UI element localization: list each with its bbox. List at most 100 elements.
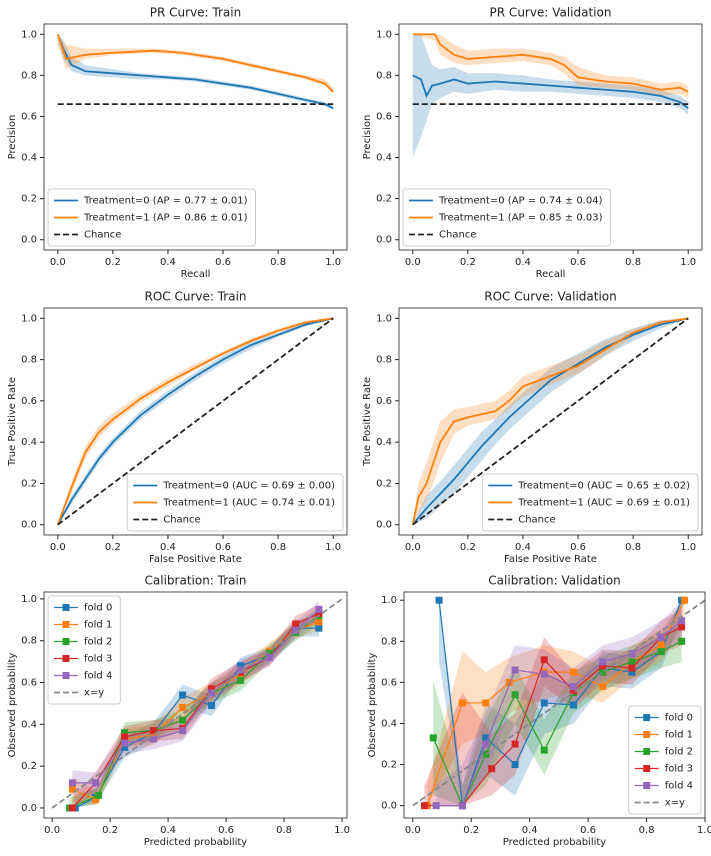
legend-label: Treatment=0 (AP = 0.74 ± 0.04) [438,196,603,207]
confidence-band [412,318,689,525]
series-line [56,317,334,525]
legend-label: Chance [84,230,121,241]
subplot-title: Calibration: Validation [488,574,620,588]
y-tick-label: 0.6 [376,111,392,122]
marker [179,727,187,735]
subplot-title: PR Curve: Train [150,6,241,20]
legend-box [126,473,344,532]
legend-box [481,473,699,532]
y-axis-label: Observed probability [7,653,18,758]
legend-label: Treatment=1 (AP = 0.86 ± 0.01) [83,213,248,224]
x-tick-label: 0.6 [218,825,234,836]
y-tick-label: 0.4 [21,437,37,448]
legend-label: fold 1 [84,620,112,631]
x-tick-label: 0.6 [215,257,231,268]
marker [121,743,129,751]
x-tick-label: 0.0 [405,257,421,268]
x-tick-label: 0.8 [625,257,641,268]
y-tick-label: 0.0 [376,235,392,246]
subplot: PR Curve: Train 0.0 0.2 0.4 0.6 0.8 1.0 0.0 0.2 0… [7,6,348,280]
marker [315,605,323,613]
legend-label: Chance [518,515,555,526]
marker [458,802,466,810]
x-tick-label: 0.4 [515,257,531,268]
subplot: ROC Curve: Train 0.0 0.2 0.4 0.6 0.8 1.0 0.0 0.2… [7,290,348,565]
legend-label: Treatment=1 (AUC = 0.69 ± 0.01) [517,498,690,509]
x-axis-label: False Positive Rate [149,554,242,565]
series-line [412,317,689,526]
legend-marker [62,638,70,645]
marker [511,740,519,748]
y-tick-label: 0.4 [376,437,392,448]
marker [237,662,245,670]
marker [540,746,548,754]
confidence-band [57,34,334,94]
series-line [72,608,320,784]
legend-label: fold 1 [665,730,693,741]
x-tick-label: 0.0 [50,257,66,268]
x-tick-label: 0.8 [625,542,641,553]
legend-marker [643,748,651,755]
x-tick-label: 0.2 [460,257,476,268]
marker [68,785,76,793]
marker [540,699,548,707]
x-axis-label: Recall [181,269,211,280]
y-axis-label: Precision [7,115,18,160]
y-tick-label: 0.6 [21,678,37,689]
legend-box [47,188,256,247]
marker [150,727,158,735]
legend: Treatment=0 (AP = 0.77 ± 0.01) Treatment=… [47,188,256,247]
x-tick-label: 0.0 [50,542,66,553]
y-tick-label: 0.2 [376,478,392,489]
x-tick-label: 0.2 [105,257,121,268]
confidence-band [72,605,319,808]
x-tick-label: 0.8 [639,825,655,836]
marker [628,650,636,658]
marker [237,676,245,684]
marker [68,779,76,787]
legend-label: Treatment=0 (AUC = 0.69 ± 0.00) [162,481,335,492]
legend-marker [643,782,651,789]
marker [540,656,548,664]
subplot: PR Curve: Validation 0.0 0.2 0.4 0.6 0.8 1.0 0.… [362,6,703,280]
confidence-band [75,619,319,808]
marker [511,666,519,674]
marker [488,765,496,773]
legend-marker [62,655,70,662]
plot-area [411,317,689,526]
marker [599,668,607,676]
x-tick-label: 1.0 [325,542,341,553]
plot-area [412,596,705,810]
marker [511,761,519,769]
series-line [412,599,705,807]
y-tick-label: 1.0 [381,595,397,606]
confidence-band [72,600,319,796]
plot-area [56,33,334,111]
marker [92,779,100,787]
marker [628,658,636,666]
y-tick-label: 0.2 [21,478,37,489]
x-tick-label: 0.2 [105,542,121,553]
marker [208,689,216,697]
series-line [438,599,683,806]
y-axis-label: Precision [362,115,373,160]
legend-label: Treatment=1 (AUC = 0.74 ± 0.01) [162,498,335,509]
marker [420,802,428,810]
legend-label: x=y [665,798,685,809]
marker [599,683,607,691]
legend-label: fold 2 [665,747,693,758]
subplot-title: ROC Curve: Validation [484,290,617,304]
y-tick-label: 1.0 [21,29,37,40]
x-tick-label: 0.4 [522,825,538,836]
marker [435,596,443,604]
legend-marker [643,731,651,738]
marker [540,670,548,678]
series-line [426,599,686,806]
legend-label: Chance [163,515,200,526]
y-tick-label: 0.2 [376,194,392,205]
x-tick-label: 0.4 [515,542,531,553]
marker [482,750,490,758]
marker [429,734,437,742]
